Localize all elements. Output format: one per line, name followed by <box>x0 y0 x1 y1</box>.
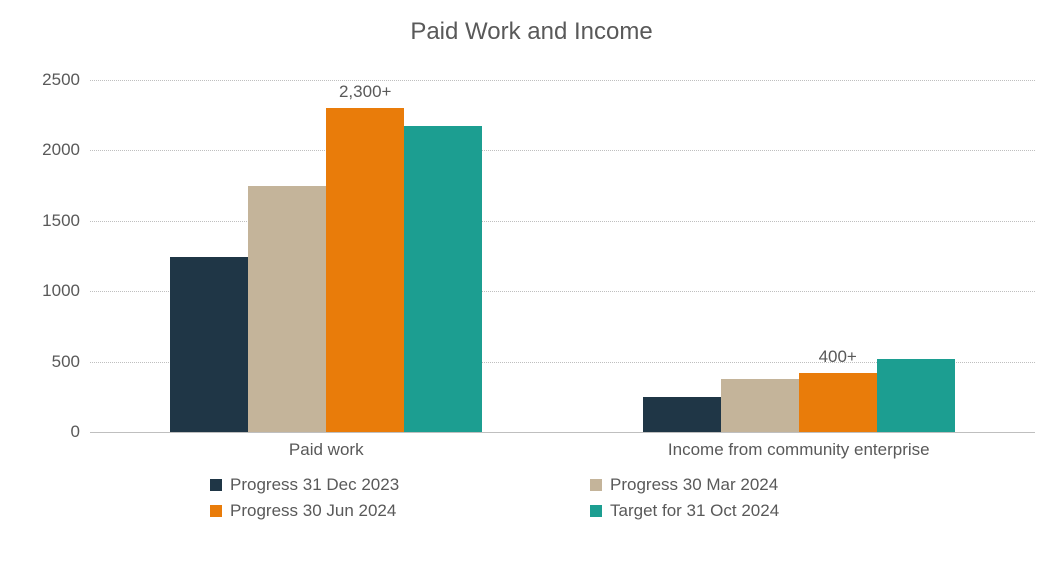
y-tick-label: 2000 <box>42 140 90 160</box>
y-tick-label: 500 <box>52 352 90 372</box>
data-label: 400+ <box>819 347 857 367</box>
gridline <box>90 221 1035 222</box>
bar <box>643 397 721 432</box>
bar <box>248 186 326 432</box>
legend-label: Progress 31 Dec 2023 <box>230 475 399 495</box>
data-label: 2,300+ <box>339 82 391 102</box>
legend-swatch <box>210 479 222 491</box>
bar <box>721 379 799 433</box>
y-tick-label: 2500 <box>42 70 90 90</box>
legend-label: Target for 31 Oct 2024 <box>610 501 779 521</box>
legend-item: Progress 30 Jun 2024 <box>210 498 590 524</box>
gridline <box>90 80 1035 81</box>
chart-title: Paid Work and Income <box>0 18 1063 46</box>
bar <box>877 359 955 432</box>
bar <box>799 373 877 432</box>
legend-label: Progress 30 Jun 2024 <box>230 501 396 521</box>
legend-item: Progress 30 Mar 2024 <box>590 472 970 498</box>
legend: Progress 31 Dec 2023 Progress 30 Mar 2024… <box>210 472 970 524</box>
y-tick-label: 1000 <box>42 281 90 301</box>
x-category-label: Paid work <box>289 432 364 460</box>
y-tick-label: 0 <box>71 422 90 442</box>
gridline <box>90 150 1035 151</box>
x-category-label: Income from community enterprise <box>668 432 930 460</box>
bar <box>170 257 248 432</box>
legend-swatch <box>590 505 602 517</box>
bar <box>326 108 404 432</box>
y-tick-label: 1500 <box>42 211 90 231</box>
legend-swatch <box>210 505 222 517</box>
plot-area: 05001000150020002500Paid work2,300+Incom… <box>90 80 1035 432</box>
chart-container: Paid Work and Income 0500100015002000250… <box>0 0 1063 583</box>
legend-item: Progress 31 Dec 2023 <box>210 472 590 498</box>
bar <box>404 126 482 432</box>
legend-swatch <box>590 479 602 491</box>
legend-label: Progress 30 Mar 2024 <box>610 475 778 495</box>
legend-item: Target for 31 Oct 2024 <box>590 498 970 524</box>
